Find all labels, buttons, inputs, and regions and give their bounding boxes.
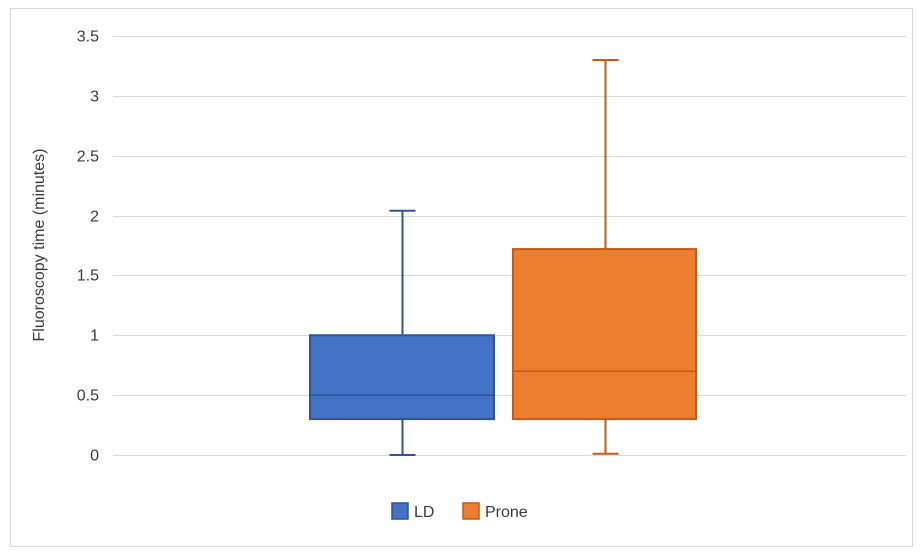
legend-swatch-prone xyxy=(463,503,479,519)
y-tick-label: 3.5 xyxy=(77,29,99,46)
y-tick-label: 3 xyxy=(90,89,99,106)
legend-swatch-ld xyxy=(392,503,408,519)
y-tick-label: 1 xyxy=(90,328,99,345)
legend-label-ld: LD xyxy=(414,504,434,521)
y-axis-title: Fluoroscopy time (minutes) xyxy=(31,149,48,342)
legend-label-prone: Prone xyxy=(485,504,528,521)
y-tick-label: 2 xyxy=(90,209,99,226)
box-iqr xyxy=(310,335,494,419)
y-tick-label: 2.5 xyxy=(77,149,99,166)
y-tick-label: 1.5 xyxy=(77,268,99,285)
y-tick-label: 0.5 xyxy=(77,388,99,405)
box-iqr xyxy=(513,249,696,419)
chart-frame xyxy=(11,9,913,547)
y-tick-label: 0 xyxy=(90,448,99,465)
